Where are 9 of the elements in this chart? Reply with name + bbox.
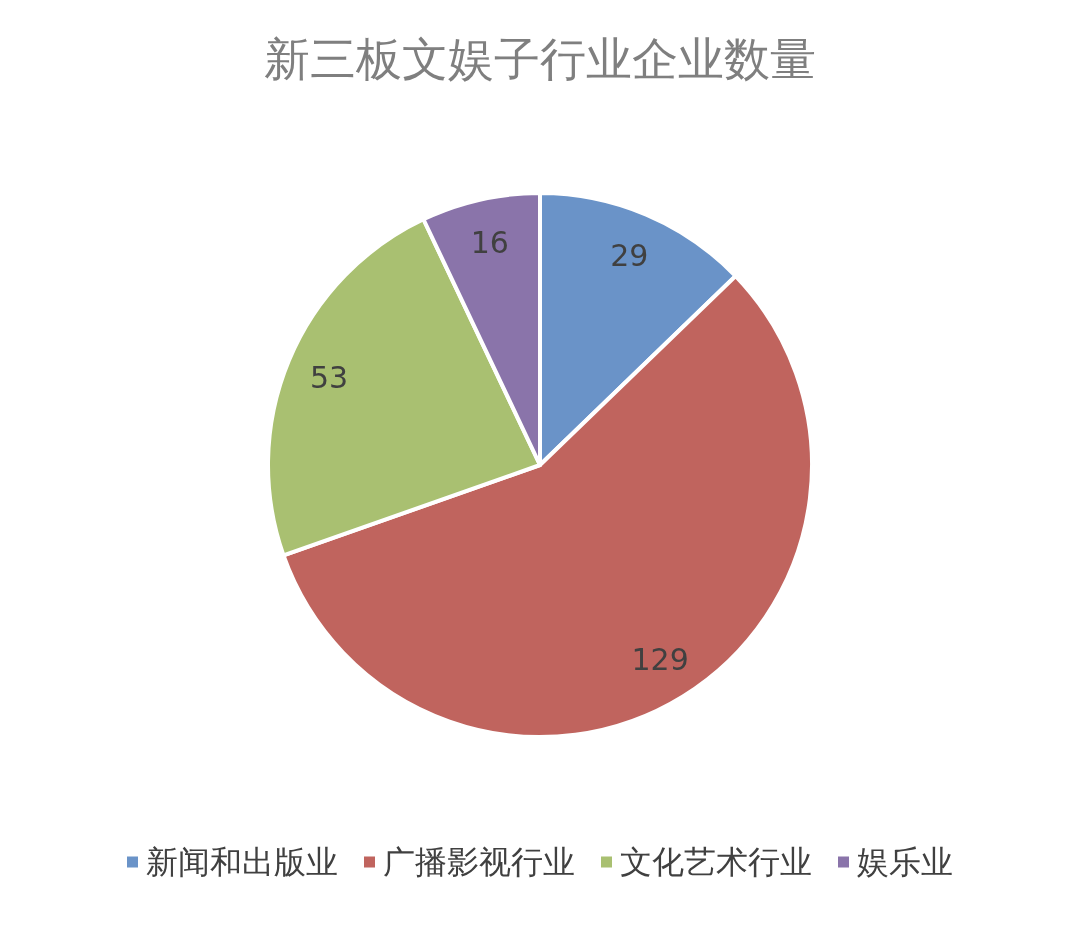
data-label: 129 [631, 642, 689, 678]
data-label: 16 [470, 225, 509, 261]
legend-label: 文化艺术行业 [620, 843, 812, 881]
data-label: 29 [610, 237, 649, 273]
data-label: 53 [309, 360, 349, 396]
legend-label: 娱乐业 [857, 843, 953, 881]
chart-title: 新三板文娱子行业企业数量 [264, 32, 816, 86]
legend-label: 新闻和出版业 [146, 843, 338, 881]
legend-label: 广播影视行业 [383, 843, 575, 881]
